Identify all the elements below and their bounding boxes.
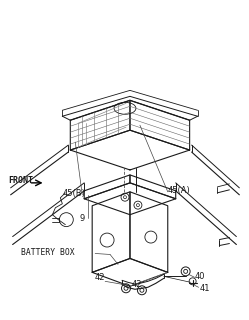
- Text: 41: 41: [200, 284, 210, 293]
- Text: 45(A): 45(A): [168, 186, 190, 195]
- Text: BATTERY BOX: BATTERY BOX: [21, 248, 74, 257]
- Text: 40: 40: [195, 272, 205, 281]
- Text: 9: 9: [80, 214, 85, 223]
- Text: 45(B): 45(B): [63, 189, 86, 198]
- Text: 42: 42: [132, 280, 142, 289]
- Text: FRONT: FRONT: [9, 176, 34, 185]
- Text: 42: 42: [95, 273, 105, 282]
